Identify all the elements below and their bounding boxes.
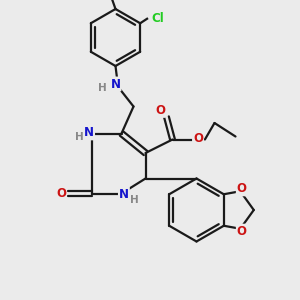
Text: O: O — [237, 225, 247, 238]
Text: H: H — [74, 132, 83, 142]
Text: O: O — [155, 104, 165, 117]
Text: O: O — [56, 187, 66, 200]
Text: H: H — [130, 195, 139, 205]
Text: N: N — [119, 188, 129, 201]
Text: O: O — [237, 182, 247, 195]
Text: O: O — [193, 132, 203, 146]
Text: N: N — [110, 77, 121, 91]
Text: Cl: Cl — [152, 12, 165, 25]
Text: N: N — [84, 126, 94, 140]
Text: H: H — [98, 83, 107, 94]
